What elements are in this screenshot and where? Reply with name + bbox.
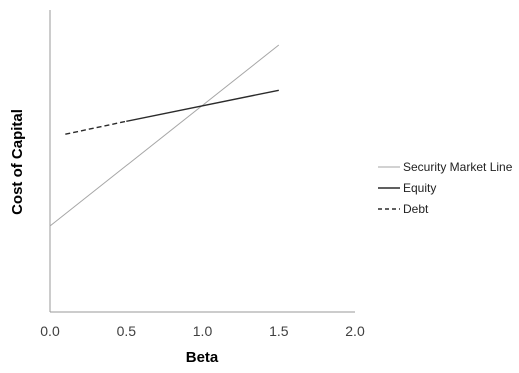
x-tick-label: 0.0 [40,323,60,339]
series-line-security-market-line [49,44,280,227]
legend-label-security-market-line: Security Market Line [403,160,513,174]
x-tick-label: 2.0 [345,323,365,339]
y-axis-title: Cost of Capital [9,109,26,215]
x-axis-title: Beta [186,349,219,366]
legend-label-equity: Equity [403,181,436,195]
series-line-equity [126,89,279,122]
legend: Security Market Line Equity Debt [378,160,513,216]
series-layer [49,44,280,227]
x-tick-label: 1.0 [193,323,213,339]
x-tick-label: 1.5 [269,323,289,339]
legend-label-debt: Debt [403,202,429,216]
x-tick-label: 0.5 [117,323,137,339]
x-tick-labels: 0.0 0.5 1.0 1.5 2.0 [40,323,365,339]
series-line-debt [65,120,127,135]
